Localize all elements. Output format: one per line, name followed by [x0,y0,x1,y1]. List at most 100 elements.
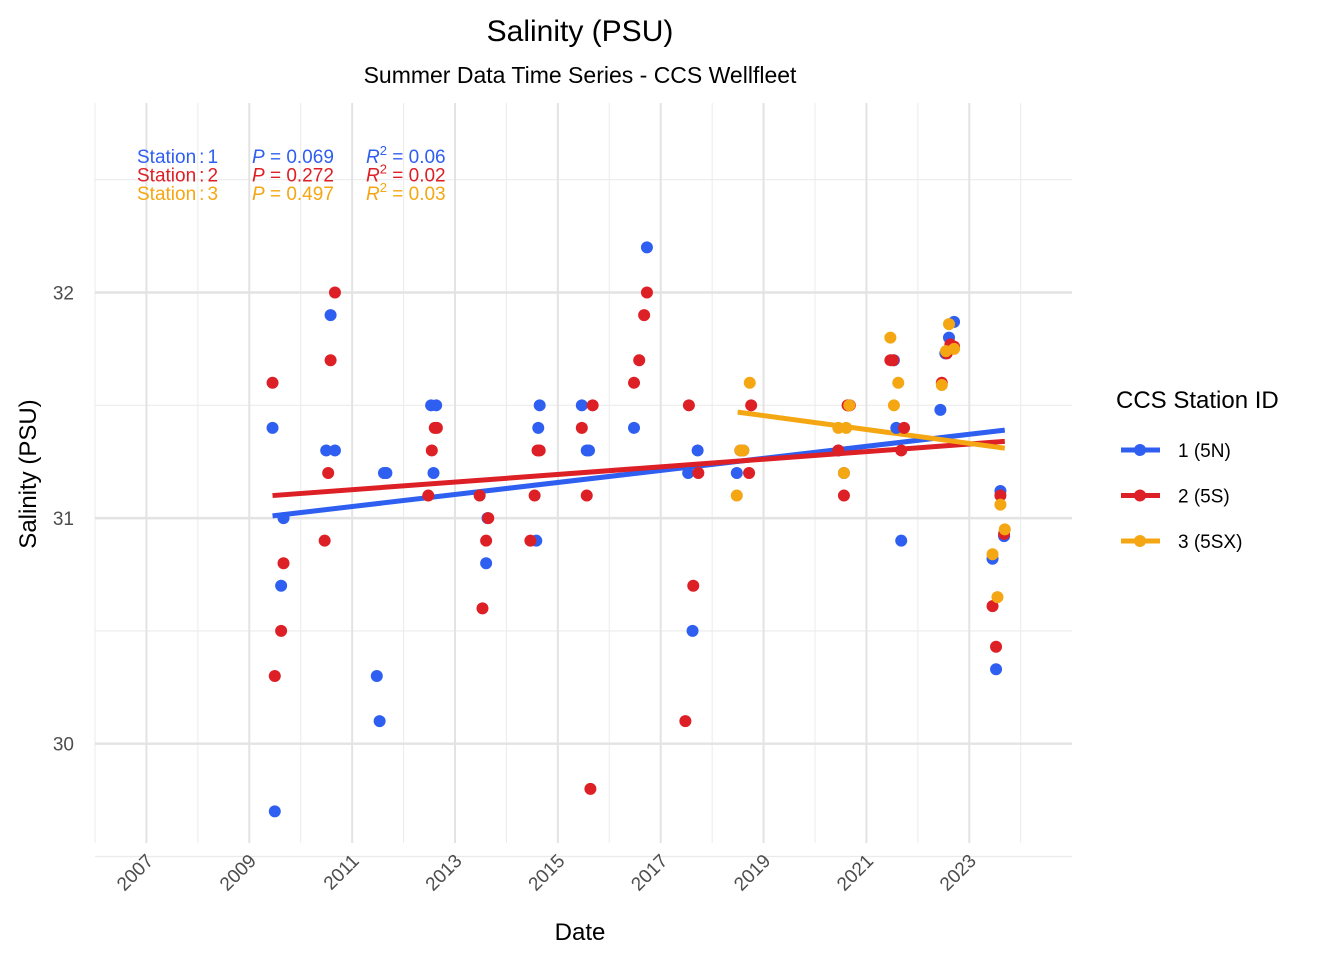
x-axis-ticks: 2007 2009 2011 2013 2015 2017 2019 2021 2023 [113,851,981,896]
x-tick-label: 2021 [833,851,878,896]
x-tick-label: 2019 [730,851,775,896]
data-point [584,782,597,795]
data-point [730,467,743,479]
data-point [328,444,341,457]
data-point [582,444,595,457]
data-point [322,467,335,479]
legend: CCS Station ID 1 (5N) 2 (5S) 3 (5SX) [1116,387,1279,553]
data-point [887,354,900,367]
data-point [628,376,641,389]
data-point [898,421,911,434]
data-point [994,489,1007,502]
data-point [686,624,699,637]
data-point [430,399,443,412]
y-axis-ticks: 30 31 32 [53,284,74,756]
data-point [268,670,281,683]
data-point [991,591,1004,604]
data-point [682,467,695,479]
data-point [473,489,486,502]
data-point [691,444,704,457]
data-point [318,534,331,547]
x-tick-label: 2009 [216,851,261,896]
legend-label: 1 (5N) [1178,441,1231,462]
data-point [266,376,279,389]
data-point [275,624,288,637]
data-point [884,331,897,344]
x-axis-label: Date [555,919,606,946]
data-point [687,579,700,592]
data-points [266,241,1011,818]
data-point [370,670,383,683]
data-point [743,467,756,479]
chart-subtitle: Summer Data Time Series - CCS Wellfleet [364,62,797,88]
data-point [737,444,750,457]
data-point [895,534,908,547]
data-point [990,663,1003,676]
y-axis-label: Salinity (PSU) [15,399,42,548]
data-point [427,467,440,479]
data-point [843,399,856,412]
data-point [533,399,546,412]
trend-line [737,409,1006,451]
data-point [324,309,337,322]
data-point [743,376,756,389]
legend-marker [1134,444,1146,456]
data-point [320,444,333,457]
x-tick-label: 2015 [525,851,570,896]
legend-label: 2 (5S) [1178,487,1230,508]
data-point [887,399,900,412]
stat-annotation: Station:2 P = 0.272 R2 = 0.02 [137,162,446,187]
data-point [586,399,599,412]
data-point [948,342,961,355]
data-point [986,600,999,613]
data-point [638,309,651,322]
data-point [580,489,593,502]
data-point [425,444,438,457]
data-point [422,489,435,502]
data-point [942,318,955,331]
data-point [837,489,850,502]
data-point [679,715,692,728]
data-point [277,512,290,525]
data-point [832,444,845,457]
data-point [682,399,695,412]
legend-title: CCS Station ID [1116,387,1279,414]
data-point [575,399,588,412]
data-point [275,579,288,592]
data-point [633,354,646,367]
major-gridlines [95,103,1072,843]
data-point [990,640,1003,653]
data-point [533,444,546,457]
data-point [430,421,443,434]
y-tick-label: 31 [53,509,74,530]
data-point [277,557,290,570]
trend-line [272,427,1006,519]
stat-annotation: Station:3 P = 0.497 R2 = 0.03 [137,180,446,205]
data-point [328,286,341,299]
data-point [745,399,758,412]
data-point [532,421,545,434]
data-point [268,805,281,818]
data-point [628,421,641,434]
data-point [528,489,541,502]
y-tick-label: 32 [53,284,74,305]
data-point [935,379,948,392]
data-point [482,512,495,525]
legend-label: 3 (5SX) [1178,532,1242,553]
data-point [998,523,1011,536]
data-point [895,444,908,457]
data-point [730,489,743,502]
y-tick-label: 30 [53,735,74,756]
data-point [373,715,386,728]
data-point [480,534,493,547]
data-point [994,498,1007,511]
data-point [480,557,493,570]
x-tick-label: 2013 [422,851,467,896]
data-point [575,421,588,434]
x-tick-label: 2007 [113,851,158,896]
data-point [324,354,337,367]
trend-lines [272,409,1006,519]
data-point [524,534,537,547]
